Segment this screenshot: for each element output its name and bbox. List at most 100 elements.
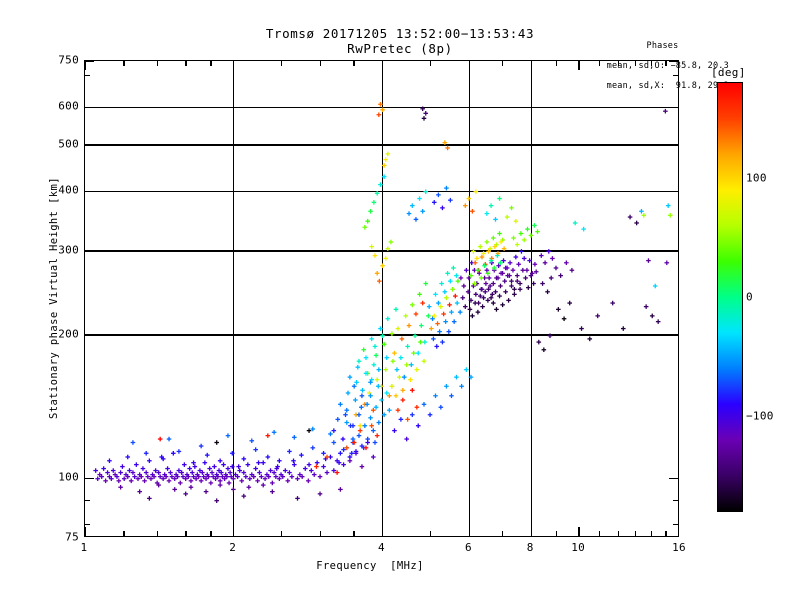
data-point — [299, 452, 304, 458]
data-point — [415, 350, 421, 356]
data-point — [504, 265, 510, 271]
y-tick-label: 600 — [58, 99, 79, 113]
tick-mark — [185, 531, 187, 536]
data-point — [166, 478, 172, 484]
data-point — [321, 450, 326, 456]
data-point — [97, 472, 102, 477]
data-point — [289, 474, 295, 479]
data-point — [202, 460, 208, 465]
data-point — [237, 468, 242, 473]
data-point — [291, 458, 296, 464]
data-point — [482, 263, 487, 269]
data-point — [295, 496, 300, 501]
tick-mark — [85, 190, 94, 192]
data-point — [423, 111, 429, 116]
data-point — [262, 476, 268, 482]
data-point — [365, 218, 370, 224]
x-tick-label: 2 — [229, 541, 237, 554]
data-point — [498, 270, 504, 276]
tick-mark — [353, 61, 355, 66]
data-point — [165, 466, 170, 471]
data-point — [340, 436, 346, 442]
data-point — [484, 267, 490, 273]
data-point — [413, 311, 419, 317]
data-point — [413, 217, 419, 222]
data-point — [488, 295, 494, 301]
data-point — [667, 213, 673, 218]
colorbar-unit-label: [deg] — [711, 66, 746, 79]
data-point — [481, 251, 486, 256]
data-point — [132, 474, 137, 479]
data-point — [150, 472, 155, 477]
data-point — [482, 275, 487, 281]
data-point — [270, 480, 275, 486]
data-point — [448, 197, 453, 203]
data-point — [533, 269, 539, 275]
tick-mark — [429, 531, 432, 536]
data-point — [191, 474, 196, 479]
data-point — [374, 377, 380, 382]
x-tick-label: 6 — [465, 541, 472, 554]
tick-mark — [85, 74, 90, 76]
data-point — [268, 468, 273, 473]
tick-mark — [669, 250, 678, 252]
data-point — [356, 433, 362, 438]
colorbar — [717, 82, 743, 512]
data-point — [410, 203, 415, 208]
data-point — [498, 283, 503, 289]
data-point — [365, 440, 370, 445]
data-point — [137, 489, 142, 494]
data-point — [433, 393, 438, 399]
y-tick-label: 400 — [58, 183, 79, 197]
data-point — [168, 470, 173, 475]
gridline-horizontal — [85, 334, 678, 336]
data-point — [485, 298, 491, 303]
data-point — [405, 344, 410, 349]
data-point — [255, 478, 260, 484]
data-point — [343, 412, 348, 418]
data-point — [200, 470, 205, 475]
data-point — [363, 445, 369, 451]
data-point — [110, 468, 116, 473]
data-point — [271, 470, 277, 475]
data-point — [393, 307, 399, 312]
data-point — [259, 474, 264, 479]
data-point — [490, 292, 495, 297]
data-point — [423, 281, 429, 286]
data-point — [542, 260, 548, 266]
data-point — [212, 464, 217, 469]
data-point — [347, 374, 353, 380]
data-point — [610, 300, 615, 306]
data-point — [189, 470, 195, 475]
data-point — [107, 458, 112, 464]
data-point — [497, 293, 502, 299]
data-point — [253, 447, 258, 452]
data-point — [516, 261, 521, 267]
data-point — [531, 281, 536, 286]
data-point — [480, 304, 485, 309]
data-point — [430, 316, 435, 322]
data-point — [359, 464, 365, 469]
data-point — [134, 462, 139, 467]
tick-mark — [353, 531, 355, 536]
data-point — [401, 374, 407, 380]
data-point — [163, 474, 169, 479]
data-point — [486, 286, 491, 292]
data-point — [169, 474, 175, 479]
tick-mark — [578, 61, 580, 70]
data-point — [349, 450, 355, 456]
tick-mark — [501, 531, 504, 536]
data-point — [353, 412, 359, 418]
colorbar-tick-label: −100 — [746, 409, 774, 423]
tick-mark — [555, 61, 558, 66]
data-point — [498, 239, 504, 245]
data-point — [369, 244, 374, 249]
x-tick-label: 16 — [672, 541, 686, 554]
data-point — [400, 387, 406, 393]
tick-mark — [673, 523, 678, 526]
data-point — [204, 472, 210, 477]
data-point — [476, 270, 482, 276]
data-point — [400, 397, 406, 403]
tick-mark — [669, 144, 678, 146]
data-point — [335, 417, 341, 422]
